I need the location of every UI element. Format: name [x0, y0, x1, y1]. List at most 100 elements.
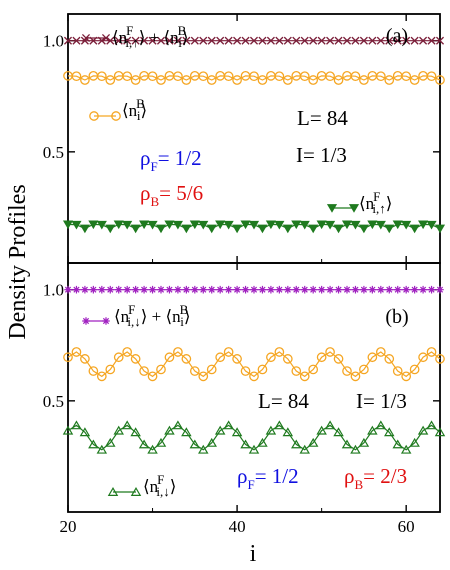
panel-b-boson-point	[240, 366, 251, 376]
panel-a-fermion-point	[130, 224, 141, 234]
panel-a-fermion-point	[147, 220, 158, 230]
panel-b-total-point	[292, 285, 301, 294]
panel-a-boson-point	[401, 71, 412, 82]
panel-a-tag: (a)	[386, 25, 408, 47]
panel-a-boson-point	[232, 75, 242, 85]
panel-a-legend-fermion: ⟨nF i,↑⟩	[326, 189, 392, 216]
panel-b-total-point	[343, 285, 351, 294]
panel-a-boson-point	[308, 75, 319, 85]
panel-b-total-point	[241, 285, 250, 294]
panel-b-boson-point	[206, 364, 217, 375]
panel-b-total-point	[377, 285, 385, 294]
panel-a-boson-point	[71, 71, 82, 82]
panel-a-fermion-point	[122, 220, 133, 230]
panel-b-total-point	[207, 285, 216, 294]
panel-b-legend-fermion: ⟨nF i,↓⟩	[107, 472, 176, 499]
panel-b-total-point	[267, 285, 275, 294]
panel-b-fermion-point	[282, 427, 294, 437]
panel-b-fermion-point	[240, 439, 251, 449]
panel-b-boson-point	[215, 352, 226, 363]
panel-b-boson-point	[367, 352, 378, 363]
panel-a-boson-point	[130, 75, 141, 85]
panel-b-total-point	[98, 285, 106, 294]
panel-b-fermion-point	[307, 437, 319, 447]
panel-b-total-point	[258, 285, 267, 294]
panel-a-L-annotation: L= 84	[297, 106, 348, 130]
panel-b-boson-point	[130, 354, 141, 364]
panel-a-fermion-point	[248, 220, 260, 230]
panel-a-fermion-point	[418, 220, 429, 230]
legend-marker	[130, 487, 142, 496]
panel-a-fermion-point	[155, 224, 167, 234]
panel-b-fermion-point	[257, 437, 268, 447]
panel-a-total-point	[435, 36, 445, 45]
panel-a-total-point	[165, 36, 174, 45]
panel-b-fermion-point	[350, 444, 361, 454]
panel-a-total-point	[317, 36, 326, 45]
panel-b-boson-point	[249, 371, 259, 382]
panel-b-boson-point	[147, 371, 158, 382]
panel-b-boson-point	[223, 347, 234, 357]
panel-a-total-point	[63, 36, 73, 45]
panel-a-boson-point	[274, 71, 285, 82]
panel-a-legend-total: ⟨nF i,↑⟩ + ⟨nB i⟩	[81, 23, 189, 50]
panel-b-fermion-point	[384, 427, 395, 437]
panel-a-fermion-point	[265, 220, 276, 230]
legend-marker	[89, 111, 99, 121]
panel-b-fermion-point	[88, 439, 99, 449]
panel-b-boson-point	[291, 366, 302, 376]
panel-a-total-point	[123, 36, 132, 45]
panel-b-total-point	[436, 285, 444, 294]
panel-b-fermion-point	[231, 427, 243, 437]
panel-a-total-point	[114, 36, 123, 45]
panel-b-boson-point	[63, 352, 73, 363]
panel-b-fermion-point	[333, 427, 344, 437]
panel-a-boson-point	[105, 75, 116, 85]
panel-a-legend-boson: ⟨nB i⟩	[89, 96, 147, 123]
panel-b-total-point	[174, 285, 182, 294]
panel-a-total-point	[385, 36, 394, 45]
panel-b-boson-point	[435, 354, 445, 364]
panel-a-fermion-point	[240, 220, 251, 230]
panel-b-total-point	[393, 285, 402, 294]
panel-a-boson-point	[325, 71, 335, 82]
panel-a-fermion-point	[333, 224, 344, 234]
panel-a-fermion-point	[392, 220, 403, 230]
panel-b-total-point	[114, 285, 123, 294]
panel-a-total-point	[283, 36, 292, 45]
panel-a-fermion-point	[316, 220, 327, 230]
panel-b-boson-point	[299, 371, 310, 382]
panel-b-fermion-point	[181, 427, 192, 437]
panel-b-legend-fermion-marker	[107, 487, 142, 496]
panel-b-x-tick-label: 60	[398, 517, 415, 536]
panel-a-total-point	[309, 36, 318, 45]
panel-a-boson-point	[181, 75, 192, 85]
panel-a-boson-point	[333, 75, 344, 85]
panel-a-boson-point	[249, 71, 259, 82]
panel-a-boson-point	[156, 75, 166, 85]
panel-a-fermion-point	[206, 224, 217, 234]
panel-b-fermion-point	[223, 420, 234, 430]
panel-a-total-point	[292, 36, 301, 45]
x-axis-title: i	[250, 541, 257, 567]
panel-b-fermion-point	[105, 437, 116, 447]
panel-a-rhoB-annotation: ρB= 5/6	[140, 181, 203, 209]
panel-b-total-point	[368, 285, 377, 294]
panel-b-total-point	[81, 285, 89, 294]
panel-a-total-point	[275, 36, 284, 45]
panel-b-fermion-point	[172, 420, 184, 430]
panel-a-total-point	[427, 36, 436, 45]
panel-b-total-point	[275, 285, 284, 294]
legend-marker	[81, 33, 91, 43]
panel-a-I-annotation: I= 1/3	[296, 143, 347, 167]
panel-b-boson-point	[71, 347, 82, 357]
panel-a-total-point	[233, 36, 242, 45]
panel-a-total-point	[258, 36, 267, 45]
panel-b-total-point	[165, 285, 174, 294]
panel-a-boson-point	[282, 75, 293, 85]
legend-marker	[102, 317, 110, 325]
panel-b-fermion-point	[71, 420, 82, 430]
panel-a-legend-fermion-marker	[326, 204, 360, 213]
panel-a-fermion-point	[358, 224, 369, 234]
panel-a-fermion-point	[325, 220, 336, 230]
